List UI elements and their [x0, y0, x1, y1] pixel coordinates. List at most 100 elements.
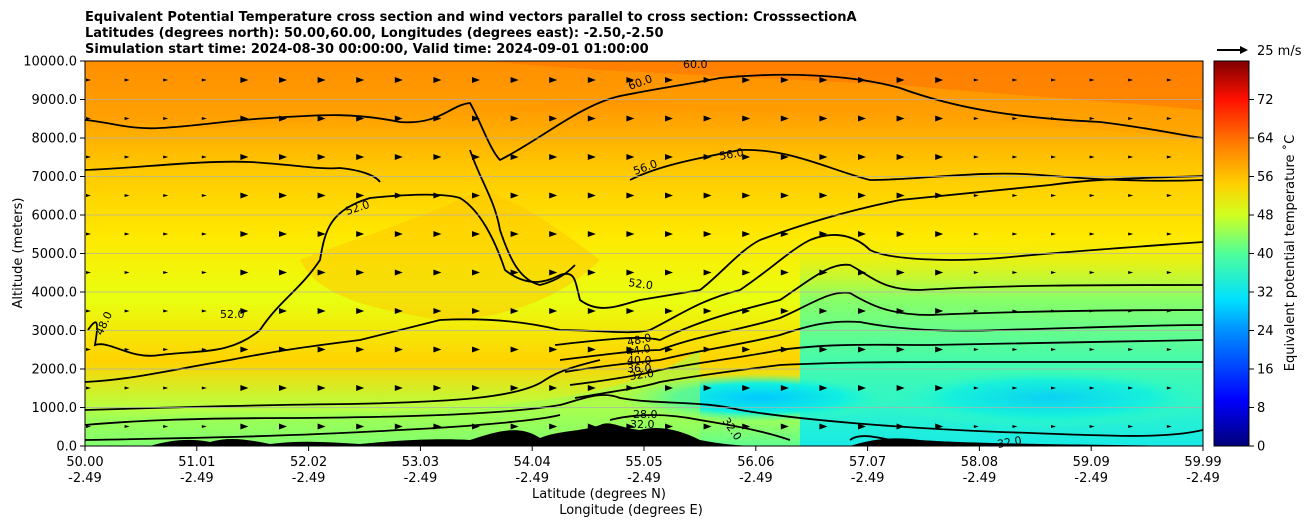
wind-vector [163, 348, 169, 351]
wind-vector [549, 192, 558, 199]
wind-vector [587, 77, 596, 83]
wind-vector [1166, 117, 1172, 120]
colorbar-tick-label: 8 [1257, 401, 1265, 416]
wind-vector [626, 77, 635, 83]
title-line: Equivalent Potential Temperature cross s… [85, 10, 857, 25]
wind-vector [549, 231, 558, 237]
wind-vector [549, 154, 558, 160]
wind-vector [1012, 348, 1018, 351]
wind-vector [896, 385, 905, 391]
wind-vector [1012, 232, 1018, 236]
wind-vector [626, 346, 635, 353]
wind-vector [510, 154, 519, 160]
wind-vector [858, 385, 866, 391]
wind-vector [1089, 348, 1095, 351]
wind-vector [1166, 232, 1172, 236]
wind-vector [858, 154, 866, 160]
wind-vector [587, 269, 596, 276]
wind-vector [1051, 348, 1056, 351]
wind-vector [742, 423, 751, 430]
wind-vector [472, 308, 480, 314]
wind-vector [858, 231, 866, 237]
wind-vector [587, 385, 596, 391]
wind-vector [279, 385, 287, 391]
wind-vector [935, 192, 944, 199]
y-tick-label: 8000.0 [32, 132, 78, 147]
wind-vector [1089, 271, 1095, 274]
wind-vector [240, 423, 249, 430]
wind-vector [201, 386, 207, 390]
wind-vector [163, 309, 169, 313]
wind-vector [394, 346, 403, 353]
wind-vector [201, 155, 207, 159]
wind-vector [549, 423, 558, 430]
wind-vector [472, 231, 480, 237]
wind-vector [472, 385, 480, 391]
wind-vector [703, 77, 712, 83]
contour-label: 44.0 [625, 342, 651, 359]
wind-vector [819, 346, 828, 353]
wind-vector [742, 346, 751, 353]
wind-vector [317, 385, 326, 391]
wind-vector [626, 423, 635, 430]
wind-vector [472, 154, 480, 160]
x-tick-label-lat: 52.02 [290, 455, 327, 470]
wind-vector [86, 309, 91, 313]
colorbar-label: Equivalent potential temperature ˚C [1282, 135, 1298, 371]
y-tick-label: 2000.0 [32, 363, 78, 378]
wind-vector [356, 308, 365, 314]
wind-vector [1128, 425, 1134, 428]
wind-vector [433, 115, 442, 122]
wind-vector [1128, 271, 1134, 274]
contour-label: 40.0 [627, 354, 652, 367]
wind-vector [279, 231, 287, 237]
x-tick-label-lon: -2.49 [68, 471, 102, 486]
wind-vector [1128, 117, 1134, 120]
colorbar-tick-label: 16 [1257, 363, 1274, 378]
wind-vector [279, 269, 287, 276]
colorbar: 0 8 16 24 32 40 48 56 64 72 Equivalent potential … [1213, 60, 1298, 455]
wind-vector [587, 423, 596, 430]
wind-vector [86, 232, 91, 236]
wind-vector [973, 309, 979, 313]
x-axis-label-latitude: Latitude (degrees N) [532, 487, 666, 502]
x-tick-label-lon: -2.49 [515, 471, 549, 486]
wind-vector [279, 308, 287, 314]
wind-vector [510, 385, 519, 391]
wind-vector [317, 231, 326, 237]
wind-vector [317, 77, 326, 83]
wind-vector [1089, 155, 1095, 159]
contour-label: 36.0 [627, 362, 652, 375]
wind-vector [626, 231, 635, 237]
wind-vector [317, 192, 326, 199]
wind-vector [201, 348, 207, 351]
contour-label: 56.0 [718, 146, 744, 163]
x-tick-label-lat: 59.09 [1073, 455, 1110, 470]
wind-vector [587, 192, 596, 199]
wind-vector [780, 308, 789, 314]
wind-vector [86, 155, 91, 159]
x-tick-label-lat: 50.00 [66, 455, 103, 470]
wind-vector [896, 154, 905, 160]
wind-vector [780, 231, 789, 237]
wind-vector [819, 269, 828, 276]
wind-vector [317, 346, 326, 353]
wind-vector [124, 232, 130, 236]
wind-vector [240, 385, 249, 391]
colorbar-tick-label: 40 [1257, 247, 1274, 262]
wind-vector [279, 154, 287, 160]
wind-vector [472, 77, 480, 83]
wind-vector [1051, 155, 1056, 159]
wind-vector [201, 78, 207, 82]
wind-vector [394, 423, 403, 430]
x-axis-label-longitude: Longitude (degrees E) [559, 503, 703, 518]
wind-vector [279, 346, 287, 353]
wind-vector [1012, 386, 1018, 390]
wind-vector [858, 115, 866, 122]
wind-vector [1089, 194, 1095, 197]
wind-vector [394, 385, 403, 391]
wind-vector [973, 271, 979, 274]
wind-vector [201, 232, 207, 236]
wind-vector [1051, 386, 1056, 390]
wind-vector [703, 231, 712, 237]
